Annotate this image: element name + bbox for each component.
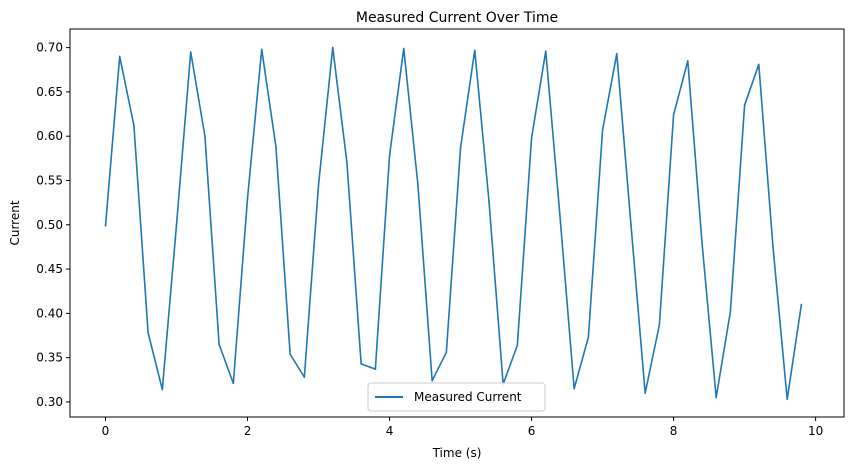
data-point bbox=[743, 104, 746, 106]
data-point bbox=[573, 387, 575, 390]
data-point bbox=[402, 47, 405, 50]
y-tick-label: 0.40 bbox=[36, 306, 63, 320]
data-point bbox=[104, 224, 107, 227]
data-point bbox=[615, 53, 618, 55]
data-point bbox=[672, 114, 675, 116]
data-point bbox=[360, 363, 362, 365]
x-axis-title: Time (s) bbox=[432, 446, 482, 460]
x-tick-label: 6 bbox=[528, 424, 536, 438]
data-point bbox=[133, 124, 135, 127]
legend: Measured Current bbox=[367, 382, 546, 412]
data-point bbox=[232, 382, 235, 385]
data-point bbox=[772, 246, 774, 248]
data-point bbox=[204, 135, 206, 137]
data-point bbox=[289, 353, 291, 355]
x-tick-label: 2 bbox=[244, 424, 252, 438]
data-point bbox=[701, 241, 703, 244]
data-point bbox=[644, 392, 646, 394]
y-tick-label: 0.65 bbox=[36, 85, 63, 99]
data-point bbox=[218, 343, 220, 346]
y-tick-label: 0.30 bbox=[36, 395, 63, 409]
y-tick-label: 0.55 bbox=[36, 173, 63, 187]
data-point bbox=[786, 398, 788, 401]
data-point bbox=[246, 197, 249, 199]
data-point bbox=[544, 50, 547, 52]
data-point bbox=[147, 332, 149, 334]
x-axis: 0 2 4 6 8 10 bbox=[102, 417, 823, 438]
legend-label-measured-current: Measured Current bbox=[414, 390, 522, 404]
data-point bbox=[530, 137, 533, 139]
data-point bbox=[601, 129, 604, 131]
legend-frame bbox=[367, 382, 546, 412]
data-point bbox=[118, 55, 121, 58]
x-tick-label: 4 bbox=[386, 424, 394, 438]
y-tick-label: 0.70 bbox=[36, 41, 63, 55]
plot-frame bbox=[69, 28, 845, 418]
y-tick-label: 0.35 bbox=[36, 351, 63, 365]
data-point bbox=[374, 368, 377, 370]
data-point bbox=[275, 146, 277, 148]
y-axis: 0.30 0.35 0.40 0.45 0.50 0.55 0.60 0.65 0.70 bbox=[36, 41, 70, 409]
data-point bbox=[630, 223, 632, 226]
data-point bbox=[161, 388, 164, 391]
data-point bbox=[331, 46, 334, 49]
data-point bbox=[800, 303, 803, 306]
data-point bbox=[686, 60, 689, 62]
data-point bbox=[317, 184, 320, 186]
data-point bbox=[189, 51, 192, 53]
y-tick-label: 0.50 bbox=[36, 218, 63, 232]
data-point bbox=[459, 146, 462, 149]
chart-title: Measured Current Over Time bbox=[356, 10, 558, 26]
data-point bbox=[729, 310, 732, 313]
data-point bbox=[715, 396, 717, 399]
data-point bbox=[346, 161, 348, 164]
data-point bbox=[431, 379, 433, 382]
data-point bbox=[516, 344, 519, 347]
series-line-measured-current bbox=[104, 46, 803, 401]
data-point bbox=[473, 49, 476, 52]
y-axis-title: Current bbox=[8, 200, 22, 245]
data-point bbox=[388, 154, 391, 157]
x-tick-label: 10 bbox=[808, 424, 823, 438]
x-tick-label: 8 bbox=[670, 424, 678, 438]
data-point bbox=[175, 223, 178, 226]
data-point bbox=[445, 351, 448, 354]
y-tick-label: 0.45 bbox=[36, 262, 63, 276]
data-point bbox=[757, 63, 760, 66]
data-point bbox=[587, 336, 590, 339]
data-point bbox=[303, 376, 306, 378]
data-point bbox=[658, 324, 661, 326]
data-point bbox=[488, 200, 490, 202]
plot-area bbox=[104, 46, 803, 401]
data-point bbox=[559, 215, 561, 217]
y-tick-label: 0.60 bbox=[36, 129, 63, 143]
data-point bbox=[260, 48, 263, 51]
x-tick-label: 0 bbox=[102, 424, 110, 438]
data-point bbox=[417, 184, 419, 186]
